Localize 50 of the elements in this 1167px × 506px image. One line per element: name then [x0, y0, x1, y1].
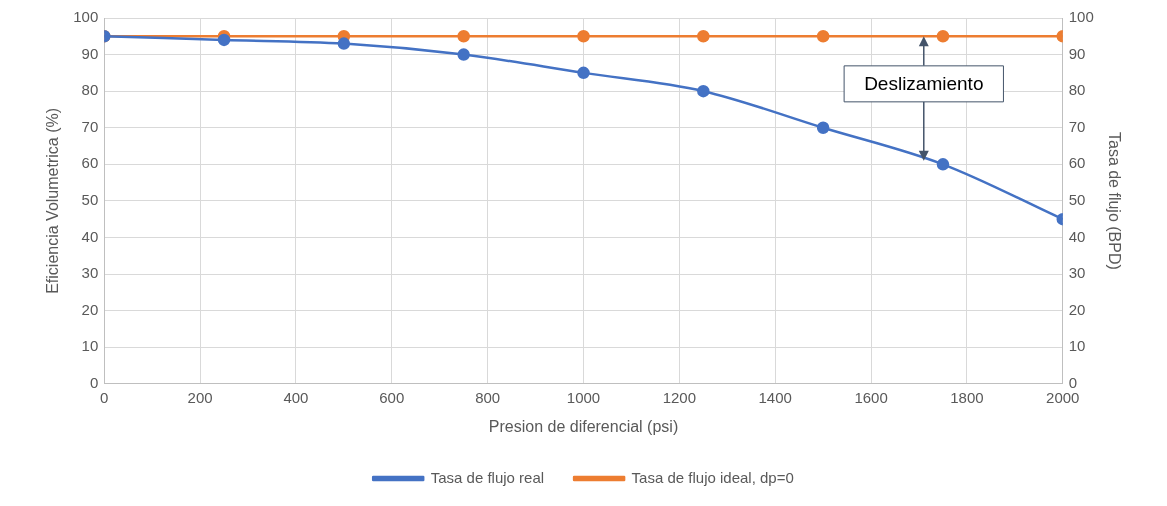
- y2-tick-label: 80: [1068, 81, 1086, 99]
- point: [577, 66, 590, 80]
- legend-label: Tasa de flujo ideal, dp=0: [631, 468, 794, 486]
- point: [337, 37, 351, 50]
- x-tick-label: 1400: [758, 388, 792, 406]
- y2-tick-label: 30: [1068, 264, 1086, 282]
- y2-tick-label: 50: [1068, 191, 1086, 209]
- x-tick-label: 1800: [950, 388, 984, 406]
- y-tick-label: 100: [73, 8, 99, 26]
- y2-tick-label: 90: [1068, 44, 1086, 62]
- y2-axis-title: Tasa de flujo (BPD): [1105, 131, 1123, 270]
- point: [936, 30, 950, 43]
- y2-tick-label: 0: [1068, 373, 1078, 391]
- y2-tick-label: 10: [1068, 337, 1086, 355]
- y-tick-label: 80: [81, 81, 99, 99]
- x-tick-label: 600: [379, 388, 405, 406]
- y2-tick-label: 60: [1068, 154, 1086, 172]
- point: [457, 48, 470, 61]
- x-tick-label: 1600: [854, 388, 888, 406]
- y2-tick-label: 40: [1068, 227, 1086, 245]
- y2-tick-label: 70: [1068, 117, 1086, 135]
- point: [217, 33, 231, 47]
- x-tick-label: 200: [187, 388, 213, 406]
- y-tick-label: 70: [81, 117, 99, 135]
- y-tick-label: 0: [89, 373, 99, 391]
- point: [577, 30, 590, 43]
- y-axis-title: Eficiencia Volumetrica (%): [44, 107, 62, 294]
- x-tick-label: 800: [475, 388, 501, 406]
- y-tick-label: 90: [81, 44, 99, 62]
- point: [816, 121, 830, 134]
- point: [816, 30, 830, 43]
- point: [457, 30, 470, 43]
- annotation: Deslizamiento: [864, 73, 984, 95]
- point: [697, 30, 710, 43]
- point: [936, 158, 950, 171]
- legend-label: Tasa de flujo real: [430, 468, 545, 486]
- y-tick-label: 10: [81, 337, 99, 355]
- y-tick-label: 40: [81, 227, 99, 245]
- x-tick-label: 1000: [566, 388, 601, 406]
- x-axis-title: Presion de diferencial (psi): [488, 417, 679, 435]
- y-tick-label: 20: [81, 300, 99, 318]
- point: [697, 84, 710, 98]
- y2-tick-label: 100: [1068, 8, 1094, 26]
- y-tick-label: 60: [81, 154, 99, 172]
- y-tick-label: 50: [81, 191, 99, 209]
- y2-tick-label: 20: [1068, 300, 1086, 318]
- x-tick-label: 1200: [662, 388, 697, 406]
- x-tick-label: 2000: [1046, 388, 1080, 406]
- y-tick-label: 30: [81, 264, 99, 282]
- x-tick-label: 400: [283, 388, 309, 406]
